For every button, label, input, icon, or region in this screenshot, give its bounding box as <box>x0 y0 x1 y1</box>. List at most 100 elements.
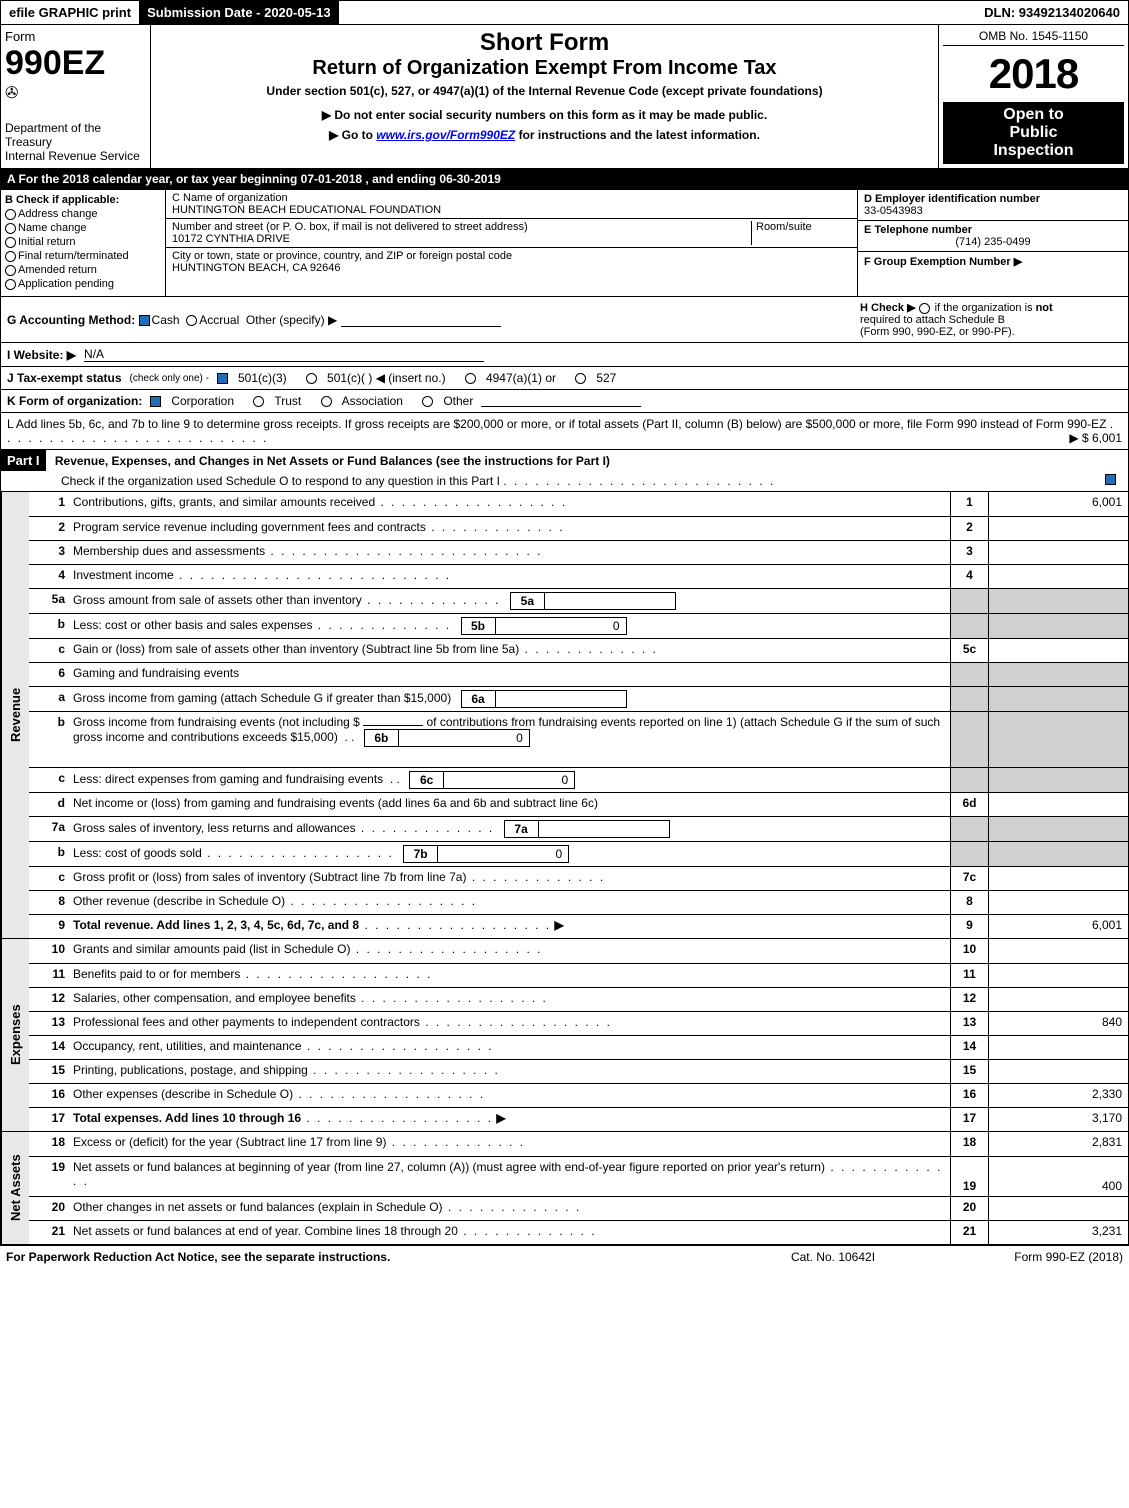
line-16-box: 16 <box>950 1084 988 1107</box>
line-6b-desc: Gross income from fundraising events (no… <box>69 712 950 767</box>
line-19-val: 400 <box>988 1157 1128 1196</box>
line-18-no: 18 <box>29 1132 69 1156</box>
line-6a: a Gross income from gaming (attach Sched… <box>29 686 1128 711</box>
line-7c-no: c <box>29 867 69 890</box>
line-17-no: 17 <box>29 1108 69 1131</box>
line-6d-val <box>988 793 1128 816</box>
line-6: 6 Gaming and fundraising events <box>29 662 1128 686</box>
line-16: 16 Other expenses (describe in Schedule … <box>29 1083 1128 1107</box>
line-5b-val <box>988 614 1128 638</box>
j-o4: 527 <box>596 371 616 385</box>
cb-address-change[interactable]: Address change <box>5 208 161 220</box>
form-note-ssn: Do not enter social security numbers on … <box>157 108 932 122</box>
k-other-blank[interactable] <box>481 395 641 407</box>
form-subtitle: Under section 501(c), 527, or 4947(a)(1)… <box>157 84 932 98</box>
c-city-lbl: City or town, state or province, country… <box>172 250 851 262</box>
g-accrual: Accrual <box>199 313 239 327</box>
revenue-label: Revenue <box>1 492 29 938</box>
cb-4947[interactable] <box>465 373 476 384</box>
expenses-label: Expenses <box>1 939 29 1131</box>
d-ein-lbl: D Employer identification number <box>864 193 1122 205</box>
cb-527[interactable] <box>575 373 586 384</box>
line-8: 8 Other revenue (describe in Schedule O)… <box>29 890 1128 914</box>
line-6c-val <box>988 768 1128 792</box>
header-mid: Short Form Return of Organization Exempt… <box>151 25 938 168</box>
c-name-lbl: C Name of organization <box>172 192 851 204</box>
cb-application-pending[interactable]: Application pending <box>5 278 161 290</box>
line-5a-box <box>950 589 988 613</box>
row-l: L Add lines 5b, 6c, and 7b to line 9 to … <box>0 413 1129 450</box>
c-room-lbl: Room/suite <box>756 221 851 233</box>
line-16-desc: Other expenses (describe in Schedule O) <box>69 1084 950 1107</box>
top-bar: efile GRAPHIC print Submission Date - 20… <box>0 0 1129 25</box>
cb-501c3[interactable] <box>217 373 228 384</box>
netassets-lines: 18 Excess or (deficit) for the year (Sub… <box>29 1132 1128 1244</box>
netassets-label: Net Assets <box>1 1132 29 1244</box>
cb-501c[interactable] <box>306 373 317 384</box>
line-8-box: 8 <box>950 891 988 914</box>
cb-final-return[interactable]: Final return/terminated <box>5 250 161 262</box>
row-i: I Website: ▶ N/A <box>0 343 1129 367</box>
note2-post: for instructions and the latest informat… <box>515 128 760 142</box>
cb-trust[interactable] <box>253 396 264 407</box>
cb-part-i-scheduleo[interactable] <box>1105 474 1116 485</box>
c-street-row: Number and street (or P. O. box, if mail… <box>166 219 857 248</box>
line-4-val <box>988 565 1128 588</box>
line-21-no: 21 <box>29 1221 69 1244</box>
e-phone-lbl: E Telephone number <box>864 224 1122 236</box>
line-2-desc: Program service revenue including govern… <box>69 517 950 540</box>
g-other: Other (specify) ▶ <box>246 313 337 327</box>
line-19-desc: Net assets or fund balances at beginning… <box>69 1157 950 1196</box>
submission-date-button[interactable]: Submission Date - 2020-05-13 <box>139 1 339 24</box>
cb-corporation[interactable] <box>150 396 161 407</box>
k-o4: Other <box>443 394 473 408</box>
line-10-no: 10 <box>29 939 69 963</box>
line-6d-box: 6d <box>950 793 988 816</box>
irs-link[interactable]: www.irs.gov/Form990EZ <box>376 128 515 142</box>
line-7b-inner: 7b 0 <box>403 845 569 863</box>
cb-accrual[interactable] <box>186 315 197 326</box>
tax-year: 2018 <box>943 50 1124 98</box>
line-4-no: 4 <box>29 565 69 588</box>
cb-association[interactable] <box>321 396 332 407</box>
cb-initial-return[interactable]: Initial return <box>5 236 161 248</box>
line-7a-val <box>988 817 1128 841</box>
irs-eagle-icon: ✇ <box>5 83 146 103</box>
line-10-desc: Grants and similar amounts paid (list in… <box>69 939 950 963</box>
cb-cash[interactable] <box>139 315 150 326</box>
g-other-blank[interactable] <box>341 315 501 327</box>
line-6a-no: a <box>29 687 69 711</box>
line-15-no: 15 <box>29 1060 69 1083</box>
line-7c-val <box>988 867 1128 890</box>
line-6a-desc: Gross income from gaming (attach Schedul… <box>69 687 950 711</box>
col-b-header: B Check if applicable: <box>5 194 161 206</box>
line-15-val <box>988 1060 1128 1083</box>
part-i-badge: Part I <box>1 450 46 471</box>
j-label: J Tax-exempt status <box>7 371 122 385</box>
line-17-val: 3,170 <box>988 1108 1128 1131</box>
line-14-box: 14 <box>950 1036 988 1059</box>
cb-name-change[interactable]: Name change <box>5 222 161 234</box>
j-tiny: (check only one) - <box>130 373 209 384</box>
cb-other-org[interactable] <box>422 396 433 407</box>
line-3-no: 3 <box>29 541 69 564</box>
line-6c-box <box>950 768 988 792</box>
j-o3: 4947(a)(1) or <box>486 371 556 385</box>
line-5b-no: b <box>29 614 69 638</box>
line-6b-blank[interactable] <box>363 725 423 726</box>
row-gh: G Accounting Method: Cash Accrual Other … <box>0 297 1129 343</box>
line-6c-no: c <box>29 768 69 792</box>
line-21: 21 Net assets or fund balances at end of… <box>29 1220 1128 1244</box>
line-21-box: 21 <box>950 1221 988 1244</box>
line-1-no: 1 <box>29 492 69 516</box>
line-7c-box: 7c <box>950 867 988 890</box>
line-6c: c Less: direct expenses from gaming and … <box>29 767 1128 792</box>
line-20: 20 Other changes in net assets or fund b… <box>29 1196 1128 1220</box>
cb-h[interactable] <box>919 303 930 314</box>
line-10-box: 10 <box>950 939 988 963</box>
cb-amended-return[interactable]: Amended return <box>5 264 161 276</box>
line-7b-val <box>988 842 1128 866</box>
line-5a-ibval <box>545 593 675 609</box>
line-5a: 5a Gross amount from sale of assets othe… <box>29 588 1128 613</box>
h-txt1: if the organization is <box>935 302 1036 314</box>
